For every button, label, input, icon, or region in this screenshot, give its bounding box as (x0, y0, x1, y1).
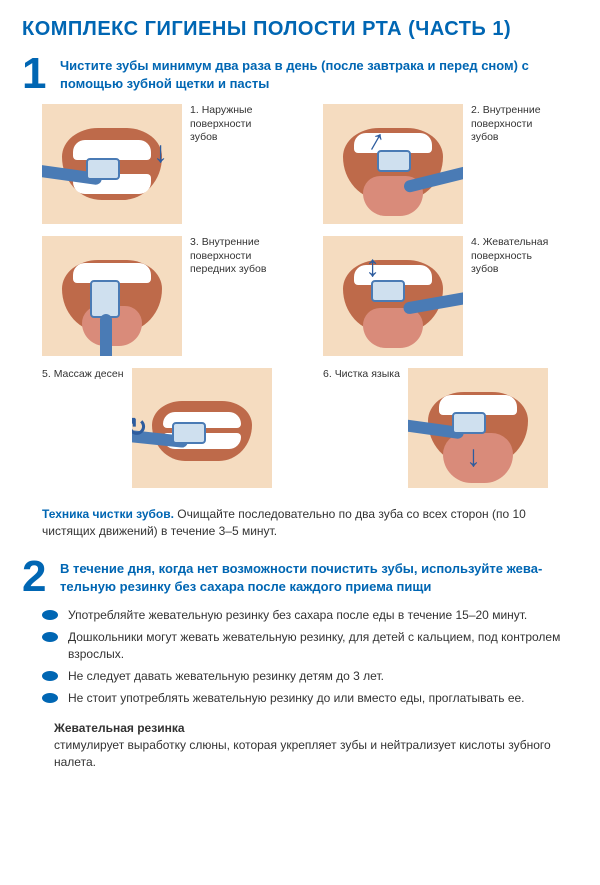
bullet-item: Не следует давать жевательную резинку де… (42, 668, 578, 685)
section-number-2: 2 (22, 558, 50, 595)
bullet-text: Не стоит употреблять жевательную резинку… (68, 690, 525, 707)
step-1: ↓ 1. Наружные поверхности зубов (42, 104, 297, 224)
technique-label: Техника чистки зубов. (42, 507, 174, 521)
footer-label: Жевательная резинка (54, 720, 578, 737)
step-illustration: ↑ (323, 104, 463, 224)
section-2: 2 В течение дня, когда нет возможности п… (22, 558, 578, 595)
step-2: ↑ 2. Внутренние поверхности зубов (323, 104, 578, 224)
step-illustration: ↻ (132, 368, 272, 488)
bullet-icon (42, 671, 58, 681)
bullet-icon (42, 610, 58, 620)
step-label: 6. Чистка языка (323, 368, 400, 381)
step-label: 4. Жевательная поверхность зубов (471, 236, 561, 275)
step-label: 2. Внутренние поверхности зубов (471, 104, 561, 143)
section-1: 1 Чистите зубы минимум два раза в день (… (22, 55, 578, 92)
steps-grid: ↓ 1. Наружные поверхности зубов ↑ 2. Вну… (42, 104, 578, 488)
footer-text: стимулирует выработку слюны, которая укр… (54, 737, 578, 771)
bullet-item: Не стоит употреблять жевательную резинку… (42, 690, 578, 707)
step-illustration: ↕ (323, 236, 463, 356)
step-illustration (42, 236, 182, 356)
step-label: 5. Массаж десен (42, 368, 124, 381)
step-label: 3. Внутренние поверхности передних зубов (190, 236, 280, 275)
bullet-icon (42, 632, 58, 642)
bullet-text: Не следует давать жевательную резинку де… (68, 668, 384, 685)
section-text-1: Чистите зубы минимум два раза в день (по… (60, 55, 578, 92)
page-title: КОМПЛЕКС ГИГИЕНЫ ПОЛОСТИ РТА (ЧАСТЬ 1) (22, 18, 578, 41)
section-number-1: 1 (22, 55, 50, 92)
step-6: 6. Чистка языка ↓ (323, 368, 578, 488)
footer-note: Жевательная резинка стимулирует выработк… (54, 720, 578, 770)
bullet-list: Употребляйте жевательную резинку без сах… (42, 607, 578, 706)
section-text-2: В течение дня, когда нет возможности поч… (60, 558, 578, 595)
bullet-item: Употребляйте жевательную резинку без сах… (42, 607, 578, 624)
step-5: 5. Массаж десен ↻ (42, 368, 297, 488)
step-label: 1. Наружные поверхности зубов (190, 104, 280, 143)
step-illustration: ↓ (408, 368, 548, 488)
bullet-text: Дошкольники могут жевать жевательную рез… (68, 629, 578, 663)
step-illustration: ↓ (42, 104, 182, 224)
bullet-item: Дошкольники могут жевать жевательную рез… (42, 629, 578, 663)
technique-note: Техника чистки зубов. Очищайте последова… (42, 506, 578, 540)
bullet-icon (42, 693, 58, 703)
step-3: 3. Внутренние поверхности передних зубов (42, 236, 297, 356)
step-4: ↕ 4. Жевательная поверхность зубов (323, 236, 578, 356)
bullet-text: Употребляйте жевательную резинку без сах… (68, 607, 527, 624)
